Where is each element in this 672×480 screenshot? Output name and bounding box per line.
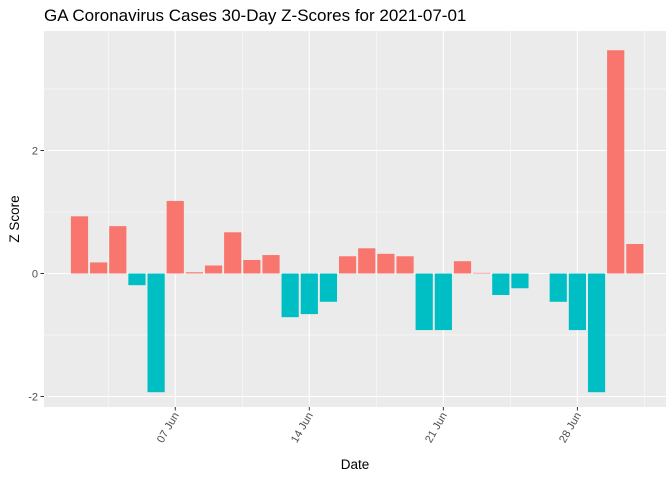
bar-2021-06-15 <box>319 273 338 302</box>
bar-2021-06-07 <box>166 200 184 274</box>
bar-2021-06-24 <box>492 273 510 296</box>
bars <box>70 50 644 393</box>
bar-2021-06-09 <box>204 265 223 274</box>
bar-2021-06-12 <box>262 255 280 274</box>
bar-2021-06-08 <box>185 272 203 274</box>
bar-2021-06-14 <box>300 273 318 315</box>
bar-2021-06-22 <box>453 261 472 274</box>
x-tick-label: 14 Jun <box>289 411 316 446</box>
grid-minor <box>44 31 666 407</box>
x-tick-label: 21 Jun <box>423 411 450 446</box>
y-tick-label: 0 <box>32 269 38 281</box>
bar-2021-06-23 <box>473 272 491 274</box>
bar-2021-07-01 <box>626 243 644 274</box>
plot-panel <box>44 31 666 407</box>
bar-2021-06-05 <box>128 273 146 286</box>
bar-2021-06-16 <box>339 256 357 274</box>
y-axis-title: Z Score <box>7 195 22 242</box>
axis-ticks <box>40 150 578 411</box>
y-tick-label: 2 <box>32 146 38 158</box>
x-tick-label: 28 Jun <box>557 411 584 446</box>
bar-2021-06-20 <box>415 273 433 331</box>
chart-title: GA Coronavirus Cases 30-Day Z-Scores for… <box>44 6 467 25</box>
x-tick-label: 07 Jun <box>155 411 182 446</box>
bar-2021-06-25 <box>511 273 529 289</box>
bar-2021-06-28 <box>568 273 586 331</box>
bar-2021-06-17 <box>358 248 376 274</box>
bar-2021-06-29 <box>587 273 606 393</box>
bar-2021-06-04 <box>109 226 127 274</box>
bar-2021-06-10 <box>224 232 242 274</box>
bar-2021-06-27 <box>549 273 567 302</box>
bar-2021-06-19 <box>396 256 414 274</box>
bar-2021-06-03 <box>90 262 108 274</box>
bar-2021-06-02 <box>70 216 89 274</box>
x-axis-title: Date <box>341 457 370 472</box>
bar-2021-06-06 <box>147 273 165 393</box>
bar-2021-06-18 <box>377 253 395 274</box>
bar-2021-06-30 <box>607 50 625 274</box>
bar-2021-06-13 <box>281 273 299 318</box>
bar-2021-06-21 <box>434 273 452 331</box>
bar-2021-06-11 <box>243 259 261 274</box>
y-tick-label: -2 <box>28 392 38 404</box>
